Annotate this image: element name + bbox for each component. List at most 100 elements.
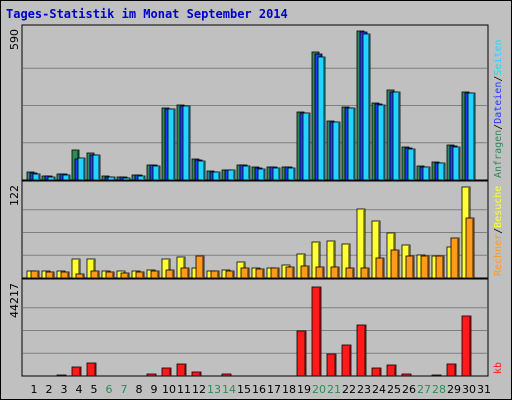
bar-shadow-kb-day-22 (349, 346, 351, 376)
bar-shadow-rechner-day-13 (217, 272, 219, 278)
day-label-4: 4 (76, 383, 83, 396)
max-label-top: 590 (8, 29, 21, 50)
bar-seiten-day-8 (137, 175, 146, 181)
bar-rechner-day-15 (240, 267, 250, 279)
bar-shadow-rechner-day-16 (262, 270, 264, 278)
legend-label-1: / (493, 124, 504, 130)
day-label-7: 7 (121, 383, 128, 396)
bar-shadow-seiten-day-28 (443, 164, 445, 180)
bar-shadow-seiten-day-15 (248, 167, 250, 180)
bar-seiten-day-9 (152, 165, 161, 181)
bar-seiten-day-4 (77, 157, 86, 181)
bar-kb-day-12 (191, 371, 202, 377)
day-label-10: 10 (162, 383, 176, 396)
day-label-14: 14 (222, 383, 236, 396)
bar-shadow-seiten-day-4 (83, 159, 85, 180)
bar-shadow-seiten-day-21 (338, 123, 340, 180)
bar-shadow-kb-day-20 (319, 288, 321, 376)
day-label-24: 24 (372, 383, 386, 396)
bar-shadow-seiten-day-10 (173, 110, 175, 180)
bar-shadow-seiten-day-17 (278, 169, 280, 180)
day-label-3: 3 (61, 383, 68, 396)
bar-shadow-seiten-day-30 (473, 94, 475, 180)
day-label-12: 12 (192, 383, 206, 396)
bar-kb-day-4 (71, 366, 82, 377)
panel-bottom (21, 278, 489, 377)
bar-shadow-seiten-day-5 (98, 156, 100, 180)
bar-shadow-seiten-day-9 (158, 167, 160, 180)
bar-shadow-rechner-day-22 (352, 269, 354, 278)
day-label-6: 6 (106, 383, 113, 396)
bar-seiten-day-1 (32, 173, 41, 181)
bar-shadow-rechner-day-2 (52, 273, 54, 278)
bar-seiten-day-7 (122, 177, 131, 181)
bar-shadow-rechner-day-9 (157, 272, 159, 278)
bar-shadow-seiten-day-11 (188, 107, 190, 180)
day-label-5: 5 (91, 383, 98, 396)
bar-rechner-day-9 (150, 270, 160, 279)
bar-shadow-besuche-day-10 (168, 260, 170, 278)
day-label-20: 20 (312, 383, 326, 396)
bar-shadow-kb-day-4 (79, 368, 81, 376)
bar-kb-day-22 (341, 344, 352, 377)
bar-rechner-day-25 (390, 249, 400, 279)
bar-shadow-kb-day-21 (334, 355, 336, 376)
legend-top: Anfragen/Dateien/Seiten (493, 39, 504, 178)
day-label-8: 8 (136, 383, 143, 396)
bar-kb-day-10 (161, 367, 172, 377)
bar-seiten-day-15 (242, 165, 251, 181)
bar-seiten-day-22 (347, 107, 356, 181)
day-label-2: 2 (46, 383, 53, 396)
bar-shadow-besuche-day-24 (378, 222, 380, 278)
bar-shadow-seiten-day-13 (218, 173, 220, 180)
legend-label-0: Rechner (493, 234, 504, 276)
day-label-16: 16 (252, 383, 266, 396)
bar-shadow-rechner-day-27 (427, 257, 429, 278)
day-label-28: 28 (432, 383, 446, 396)
bar-kb-day-5 (86, 362, 97, 377)
day-label-29: 29 (447, 383, 461, 396)
bar-shadow-rechner-day-1 (37, 272, 39, 278)
bar-shadow-kb-day-29 (454, 365, 456, 376)
legend-label-1: / (493, 228, 504, 234)
bar-rechner-day-10 (165, 269, 175, 279)
bar-rechner-day-5 (90, 270, 100, 279)
bar-shadow-rechner-day-8 (142, 273, 144, 278)
bar-shadow-kb-day-25 (394, 366, 396, 376)
bar-seiten-day-29 (452, 146, 461, 181)
bar-kb-day-3 (56, 374, 67, 377)
bar-shadow-kb-day-11 (184, 365, 186, 376)
bar-shadow-besuche-day-4 (78, 260, 80, 278)
bar-shadow-kb-day-12 (199, 373, 201, 376)
bar-shadow-kb-day-30 (469, 317, 471, 376)
bar-shadow-seiten-day-27 (428, 168, 430, 180)
bar-seiten-day-2 (47, 176, 56, 181)
bar-shadow-rechner-day-24 (382, 259, 384, 278)
bar-seiten-day-25 (392, 91, 401, 181)
bar-rechner-day-29 (450, 237, 460, 279)
bar-shadow-rechner-day-18 (292, 268, 294, 278)
bar-shadow-kb-day-10 (169, 369, 171, 376)
bar-rechner-day-23 (360, 267, 370, 279)
bar-shadow-rechner-day-25 (397, 251, 399, 278)
bar-shadow-rechner-day-21 (337, 268, 339, 278)
bar-shadow-kb-day-5 (94, 364, 96, 376)
bar-kb-day-24 (371, 367, 382, 377)
day-label-17: 17 (267, 383, 281, 396)
bar-shadow-rechner-day-28 (442, 257, 444, 278)
bar-seiten-day-21 (332, 121, 341, 181)
bar-shadow-rechner-day-26 (412, 257, 414, 278)
bar-rechner-day-13 (210, 270, 220, 279)
day-label-13: 13 (207, 383, 221, 396)
day-label-21: 21 (327, 383, 341, 396)
bar-seiten-day-26 (407, 148, 416, 181)
bar-rechner-day-3 (60, 271, 70, 279)
bar-shadow-besuche-day-21 (333, 242, 335, 278)
bar-shadow-seiten-day-12 (203, 162, 205, 180)
day-label-1: 1 (31, 383, 38, 396)
day-label-25: 25 (387, 383, 401, 396)
bar-rechner-day-20 (315, 266, 325, 279)
bar-shadow-seiten-day-25 (398, 93, 400, 180)
bar-shadow-seiten-day-20 (323, 58, 325, 180)
bar-seiten-day-12 (197, 160, 206, 181)
